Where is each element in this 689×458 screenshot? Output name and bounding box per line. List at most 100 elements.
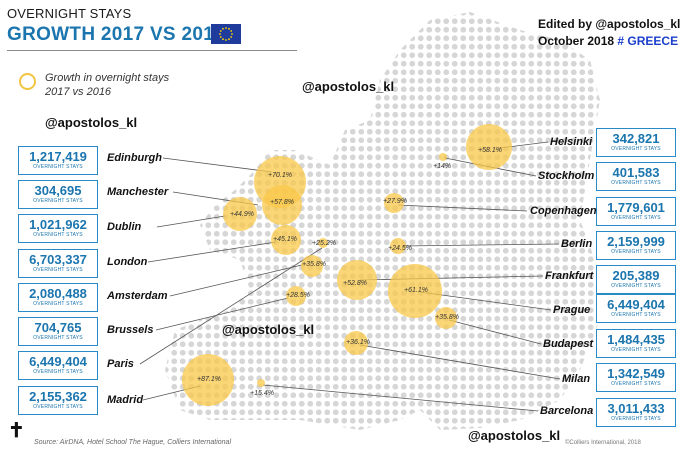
stat-box-amsterdam: 2,080,488 OVERNIGHT STAYS	[18, 283, 98, 312]
growth-label-berlin: +24.5%	[388, 245, 412, 252]
stays-label: OVERNIGHT STAYS	[611, 381, 661, 387]
bubble-helsinki	[466, 124, 512, 170]
leader-line-barcelona	[262, 384, 539, 412]
stat-box-london: 6,703,337 OVERNIGHT STAYS	[18, 249, 98, 278]
stays-value: 2,159,999	[607, 234, 665, 249]
stays-value: 704,765	[34, 320, 82, 335]
stays-label: OVERNIGHT STAYS	[611, 416, 661, 422]
growth-label-madrid: +87.1%	[197, 376, 221, 383]
stat-box-dublin: 1,021,962 OVERNIGHT STAYS	[18, 214, 98, 243]
stays-value: 1,779,601	[607, 200, 665, 215]
growth-label-frankfurt: +52.8%	[343, 280, 367, 287]
stat-box-berlin: 2,159,999 OVERNIGHT STAYS	[596, 231, 676, 260]
growth-label-brussels: +28.5%	[286, 292, 310, 299]
leader-line-milan	[359, 344, 561, 380]
bubble-london	[271, 225, 301, 255]
city-label-milan: Milan	[562, 373, 591, 385]
stays-value: 1,484,435	[607, 332, 665, 347]
handle-bottom: @apostolos_kl	[468, 428, 561, 443]
stays-value: 6,449,404	[607, 297, 665, 312]
handle-left: @apostolos_kl	[45, 115, 138, 130]
leader-line-amsterdam	[169, 263, 307, 297]
stat-box-edinburgh: 1,217,419 OVERNIGHT STAYS	[18, 146, 98, 175]
stays-value: 1,021,962	[29, 217, 87, 232]
growth-label-dublin: +44.9%	[230, 211, 254, 218]
growth-label-paris: +25.2%	[312, 240, 336, 247]
stat-box-budapest: 1,484,435 OVERNIGHT STAYS	[596, 329, 676, 358]
city-label-copenhagen: Copenhagen	[530, 205, 597, 217]
bubble-amsterdam	[301, 255, 323, 277]
growth-label-amsterdam: +35.8%	[302, 261, 326, 268]
leader-line-paris	[139, 247, 323, 365]
stays-value: 304,695	[34, 183, 82, 198]
bubble-milan	[344, 331, 368, 355]
growth-label-edinburgh: +70.1%	[268, 172, 292, 179]
stat-box-stockholm: 401,583 OVERNIGHT STAYS	[596, 162, 676, 191]
stat-box-milan: 1,342,549 OVERNIGHT STAYS	[596, 363, 676, 392]
city-label-amsterdam: Amsterdam	[107, 290, 168, 302]
growth-label-manchester: +57.8%	[270, 199, 294, 206]
bubble-prague	[388, 264, 442, 318]
stays-label: OVERNIGHT STAYS	[611, 180, 661, 186]
city-label-prague: Prague	[553, 304, 591, 316]
stays-label: OVERNIGHT STAYS	[611, 215, 661, 221]
city-label-manchester: Manchester	[107, 186, 169, 198]
stays-value: 2,080,488	[29, 286, 87, 301]
bubble-frankfurt	[337, 260, 377, 300]
city-label-madrid: Madrid	[107, 394, 144, 406]
bubble-barcelona	[257, 379, 265, 387]
leader-line-prague	[419, 291, 552, 311]
stays-label: OVERNIGHT STAYS	[611, 347, 661, 353]
stays-label: OVERNIGHT STAYS	[33, 301, 83, 307]
bubble-stockholm	[439, 153, 447, 161]
stays-value: 3,011,433	[607, 401, 665, 416]
bubble-copenhagen	[384, 193, 404, 213]
bubble-budapest	[435, 307, 457, 329]
city-label-paris: Paris	[107, 358, 134, 370]
copyright-note: ©Colliers International, 2018	[565, 440, 641, 446]
stays-label: OVERNIGHT STAYS	[611, 146, 661, 152]
stat-box-prague: 6,449,404 OVERNIGHT STAYS	[596, 294, 676, 323]
stat-box-copenhagen: 1,779,601 OVERNIGHT STAYS	[596, 197, 676, 226]
bubble-berlin	[390, 238, 406, 254]
growth-bubbles	[182, 124, 512, 406]
cross-icon: ✝	[8, 420, 25, 442]
handle-top: @apostolos_kl	[302, 79, 395, 94]
stays-label: OVERNIGHT STAYS	[33, 198, 83, 204]
city-label-berlin: Berlin	[561, 238, 593, 250]
growth-label-helsinki: +58.1%	[478, 147, 502, 154]
stays-label: OVERNIGHT STAYS	[33, 369, 83, 375]
header-divider	[7, 50, 297, 51]
city-label-helsinki: Helsinki	[550, 136, 593, 148]
bubble-dublin	[223, 197, 257, 231]
leader-line-budapest	[448, 319, 542, 345]
stays-label: OVERNIGHT STAYS	[33, 232, 83, 238]
leader-line-london	[147, 241, 277, 263]
stat-box-barcelona: 3,011,433 OVERNIGHT STAYS	[596, 398, 676, 427]
handle-middle: @apostolos_kl	[222, 322, 315, 337]
leader-line-berlin	[401, 243, 560, 247]
legend-line-2: 2017 vs 2016	[45, 86, 112, 98]
stat-box-brussels: 704,765 OVERNIGHT STAYS	[18, 317, 98, 346]
leader-line-dublin	[156, 215, 226, 228]
city-label-budapest: Budapest	[543, 338, 594, 350]
stays-value: 1,217,419	[29, 149, 87, 164]
hashtag: # GREECE	[617, 34, 679, 48]
stays-label: OVERNIGHT STAYS	[611, 283, 661, 289]
edited-by: Edited by @apostolos_kl	[538, 17, 681, 31]
stays-value: 342,821	[612, 131, 660, 146]
bubble-paris	[318, 238, 328, 248]
city-label-stockholm: Stockholm	[538, 170, 595, 182]
stat-box-helsinki: 342,821 OVERNIGHT STAYS	[596, 128, 676, 157]
city-label-brussels: Brussels	[107, 324, 154, 336]
stays-value: 6,703,337	[29, 252, 87, 267]
city-label-barcelona: Barcelona	[540, 405, 594, 417]
stays-label: OVERNIGHT STAYS	[33, 404, 83, 410]
leader-line-brussels	[155, 297, 289, 331]
stat-box-manchester: 304,695 OVERNIGHT STAYS	[18, 180, 98, 209]
legend-circle-icon	[19, 73, 36, 90]
legend-line-1: Growth in overnight stays	[45, 72, 170, 84]
stays-value: 205,389	[612, 268, 660, 283]
